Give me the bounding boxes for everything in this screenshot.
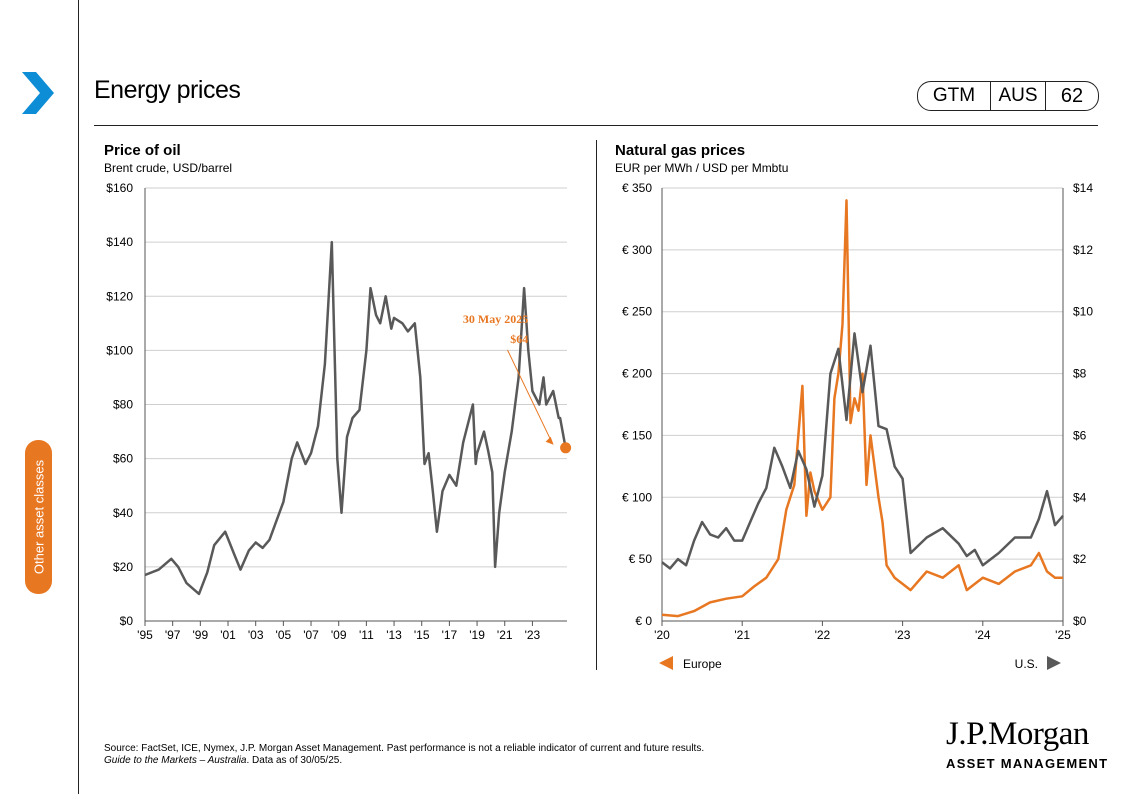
guide-line: Guide to the Markets – Australia. Data a… [104,755,704,767]
gas-y-right-tick-label: $0 [1073,614,1087,628]
gas-y-left-tick-label: € 0 [635,614,652,628]
oil-annotation-value: $64 [510,332,528,346]
oil-annotation-arrowhead [545,436,554,445]
data-as-of: . Data as of 30/05/25. [246,755,343,766]
oil-x-tick-label: '11 [359,628,374,642]
oil-x-tick-label: '19 [469,628,485,642]
gas-y-right-tick-label: $12 [1073,243,1093,257]
badge-gtm: GTM [932,85,976,106]
gas-y-right-tick-label: $8 [1073,367,1087,381]
gas-x-tick-label: '25 [1055,628,1071,642]
gas-y-right-tick-label: $10 [1073,305,1093,319]
oil-y-tick-label: $0 [120,614,134,628]
oil-y-tick-label: $160 [106,181,133,195]
gas-y-right-tick-label: $14 [1073,181,1093,195]
legend-right-arrow-icon [1047,656,1061,670]
oil-x-tick-label: '03 [248,628,264,642]
source-note: Source: FactSet, ICE, Nymex, J.P. Morgan… [104,743,704,767]
oil-y-tick-label: $40 [113,506,133,520]
oil-y-tick-label: $120 [106,289,133,303]
gas-y-left-tick-label: € 350 [622,181,652,195]
legend-left-arrow-icon [659,656,673,670]
oil-annotation-date: 30 May 2025 [463,312,528,326]
oil-x-tick-label: '13 [386,628,402,642]
jpmorgan-logo: J.P.Morgan [946,716,1089,752]
gas-x-tick-label: '22 [815,628,831,642]
gas-y-right-tick-label: $4 [1073,490,1087,504]
oil-latest-point [560,442,572,454]
oil-x-tick-label: '09 [331,628,347,642]
oil-x-tick-label: '23 [525,628,541,642]
oil-x-tick-label: '97 [165,628,181,642]
oil-y-tick-label: $80 [113,398,133,412]
gas-chart-title: Natural gas prices [615,142,746,159]
oil-x-tick-label: '95 [137,628,153,642]
gas-y-right-tick-label: $2 [1073,552,1087,566]
gas-x-tick-label: '21 [734,628,750,642]
gas-x-tick-label: '20 [654,628,670,642]
gas-y-left-tick-label: € 50 [629,552,653,566]
legend-us-label: U.S. [1015,657,1038,671]
oil-y-tick-label: $20 [113,560,133,574]
badge-page-number: 62 [1045,82,1098,110]
oil-x-tick-label: '15 [414,628,430,642]
oil-x-tick-label: '01 [220,628,236,642]
oil-y-tick-label: $60 [113,452,133,466]
oil-annotation-leader [507,349,553,443]
chart-divider [596,140,597,670]
gas-y-left-tick-label: € 200 [622,367,652,381]
gas-y-right-tick-label: $6 [1073,428,1087,442]
guide-badge: GTM AUS 62 [917,81,1099,111]
gas-y-left-tick-label: € 100 [622,490,652,504]
oil-x-tick-label: '07 [303,628,319,642]
badge-region: AUS [990,82,1045,110]
legend-europe-label: Europe [683,657,722,671]
guide-title: Guide to the Markets – Australia [104,755,247,766]
chevron-right-icon[interactable] [20,70,56,116]
gas-y-left-tick-label: € 250 [622,305,652,319]
page-title: Energy prices [94,76,241,104]
oil-x-tick-label: '99 [193,628,209,642]
oil-chart-subtitle: Brent crude, USD/barrel [104,161,233,175]
oil-x-tick-label: '05 [276,628,292,642]
gas-y-left-tick-label: € 300 [622,243,652,257]
gas-x-tick-label: '23 [895,628,911,642]
gas-y-left-tick-label: € 150 [622,428,652,442]
gas-europe-line [661,199,1063,618]
gas-us-line [661,332,1064,570]
oil-y-tick-label: $100 [106,343,133,357]
left-vertical-rule [78,0,79,794]
oil-y-tick-label: $140 [106,235,133,249]
gas-chart-subtitle: EUR per MWh / USD per Mmbtu [615,161,789,175]
source-text: Source: FactSet, ICE, Nymex, J.P. Morgan… [104,743,705,754]
section-tab[interactable]: Other asset classes [25,440,52,594]
asset-management-logo: ASSET MANAGEMENT [946,756,1109,771]
oil-chart-title: Price of oil [104,142,181,159]
oil-x-tick-label: '17 [442,628,458,642]
gas-x-tick-label: '24 [975,628,991,642]
oil-x-tick-label: '21 [497,628,513,642]
title-divider [94,125,1098,126]
oil-series-line [144,240,567,596]
